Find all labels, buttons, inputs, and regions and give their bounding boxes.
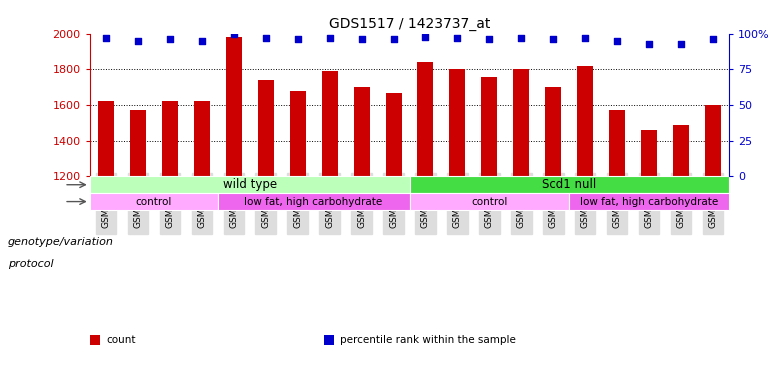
Bar xyxy=(289,91,306,176)
Point xyxy=(451,35,463,41)
Bar xyxy=(90,193,218,210)
Bar xyxy=(257,80,274,176)
Text: control: control xyxy=(136,196,172,207)
Point xyxy=(259,35,272,41)
Bar xyxy=(129,110,146,176)
Point xyxy=(228,31,240,37)
Bar xyxy=(193,102,210,176)
Title: GDS1517 / 1423737_at: GDS1517 / 1423737_at xyxy=(329,17,490,32)
Text: wild type: wild type xyxy=(222,178,277,191)
Point xyxy=(323,35,335,41)
Point xyxy=(675,41,688,47)
Point xyxy=(612,38,624,44)
Bar xyxy=(569,193,729,210)
Bar xyxy=(385,93,402,176)
Bar xyxy=(410,176,729,193)
Bar xyxy=(161,102,178,176)
Bar xyxy=(673,124,690,176)
Bar xyxy=(98,102,114,176)
Point xyxy=(100,35,112,41)
Bar xyxy=(321,71,338,176)
Text: percentile rank within the sample: percentile rank within the sample xyxy=(340,335,516,345)
Bar xyxy=(417,62,434,176)
Point xyxy=(548,36,560,42)
Bar xyxy=(90,176,410,193)
Text: low fat, high carbohydrate: low fat, high carbohydrate xyxy=(580,196,718,207)
Text: low fat, high carbohydrate: low fat, high carbohydrate xyxy=(244,196,383,207)
Point xyxy=(131,38,144,44)
Bar xyxy=(410,193,569,210)
Bar xyxy=(353,87,370,176)
Text: genotype/variation: genotype/variation xyxy=(8,237,114,247)
Point xyxy=(388,36,400,42)
Point xyxy=(484,36,496,42)
Bar xyxy=(218,193,410,210)
Point xyxy=(707,36,720,42)
Bar xyxy=(481,77,498,176)
Point xyxy=(195,38,207,44)
Bar xyxy=(577,66,594,176)
Text: count: count xyxy=(106,335,136,345)
Bar xyxy=(641,130,658,176)
Bar xyxy=(225,38,242,176)
Bar xyxy=(705,105,722,176)
Point xyxy=(644,41,656,47)
Point xyxy=(420,34,432,40)
Text: control: control xyxy=(471,196,508,207)
Bar xyxy=(545,87,562,176)
Point xyxy=(292,36,304,42)
Point xyxy=(516,35,528,41)
Bar xyxy=(513,69,530,176)
Bar xyxy=(609,110,626,176)
Bar xyxy=(449,69,466,176)
Text: Scd1 null: Scd1 null xyxy=(542,178,597,191)
Point xyxy=(164,36,176,42)
Point xyxy=(356,36,368,42)
Text: protocol: protocol xyxy=(8,260,53,269)
Point xyxy=(580,35,592,41)
